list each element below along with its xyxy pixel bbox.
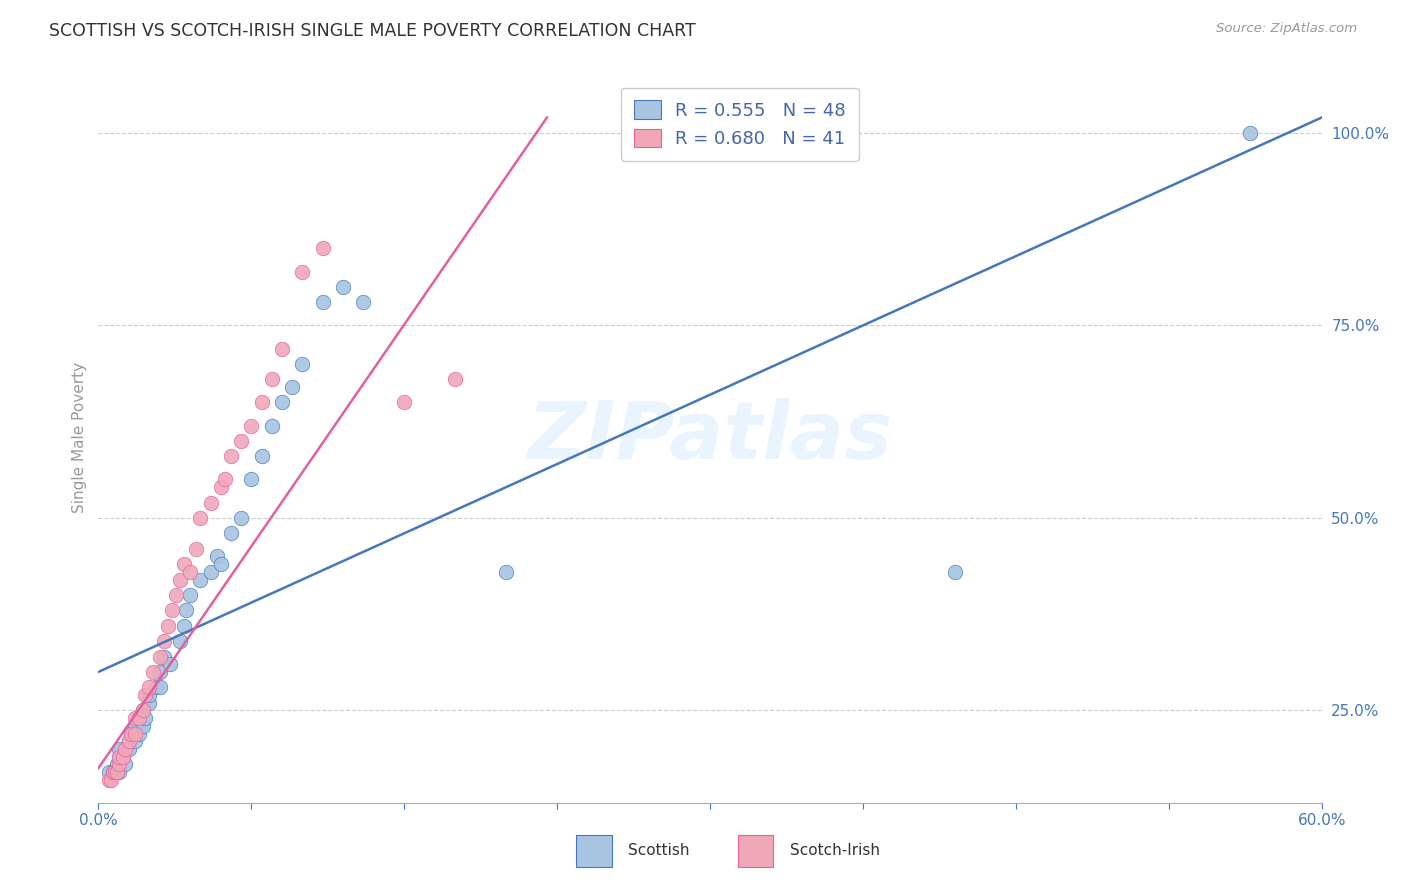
Point [97,772,120,787]
Point [159,657,181,672]
Legend: R = 0.555   N = 48, R = 0.680   N = 41: R = 0.555 N = 48, R = 0.680 N = 41 [621,87,859,161]
Point [188,511,212,525]
Point [186,541,208,556]
Point [101,764,124,779]
Point [188,573,212,587]
Point [152,634,174,648]
Point [105,757,128,772]
Point [124,734,146,748]
Point [200,495,222,509]
Point [1239,126,1261,140]
Point [101,764,124,779]
Point [142,665,165,679]
Text: ZIPatlas: ZIPatlas [527,398,893,476]
Point [392,395,416,409]
Point [179,588,201,602]
Text: Source: ZipAtlas.com: Source: ZipAtlas.com [1216,22,1357,36]
Point [231,434,253,448]
Point [134,711,156,725]
Point [114,742,136,756]
Point [214,472,236,486]
Point [120,726,142,740]
Text: SCOTTISH VS SCOTCH-IRISH SINGLE MALE POVERTY CORRELATION CHART: SCOTTISH VS SCOTCH-IRISH SINGLE MALE POV… [49,22,696,40]
Bar [576,835,612,867]
Point [128,726,150,740]
Point [240,418,263,433]
Point [291,357,314,371]
Point [132,703,155,717]
Point [332,280,354,294]
Point [173,557,195,571]
Point [149,681,172,695]
Point [219,526,242,541]
Point [104,764,127,779]
Point [160,603,183,617]
Point [149,665,172,679]
Bar [738,835,773,867]
Point [281,380,304,394]
Point [495,565,517,579]
Point [124,711,146,725]
Point [152,649,174,664]
Point [270,342,294,356]
Point [124,719,146,733]
Point [100,772,122,787]
Point [108,749,131,764]
Point [111,749,134,764]
Point [97,764,120,779]
Point [105,764,128,779]
Point [240,472,263,486]
Point [118,734,141,748]
Y-axis label: Single Male Poverty: Single Male Poverty [72,361,87,513]
Point [352,295,374,310]
Point [149,649,172,664]
Point [200,565,222,579]
Point [250,395,273,409]
Point [138,681,160,695]
Point [209,480,232,494]
Point [104,764,127,779]
Point [312,295,335,310]
Point [219,450,242,464]
Point [145,681,167,695]
Point [174,603,197,617]
Point [943,565,966,579]
Point [114,757,136,772]
Point [205,549,228,564]
Point [118,734,141,748]
Point [169,573,191,587]
Point [108,742,131,756]
Point [209,557,232,571]
Point [169,634,191,648]
Point [128,711,150,725]
Point [179,565,201,579]
Point [444,372,467,386]
Point [118,742,141,756]
Point [156,618,179,632]
Text: Scottish: Scottish [628,844,690,858]
Point [250,450,273,464]
Point [124,726,146,740]
Point [108,749,131,764]
Point [138,688,160,702]
Point [165,588,187,602]
Point [291,264,314,278]
Point [231,511,253,525]
Point [120,726,142,740]
Point [132,719,155,733]
Point [128,711,150,725]
Point [134,688,156,702]
Point [312,242,335,256]
Point [173,618,195,632]
Point [270,395,294,409]
Point [108,764,131,779]
Point [111,749,134,764]
Text: Scotch-Irish: Scotch-Irish [790,844,880,858]
Point [132,703,155,717]
Point [138,696,160,710]
Point [260,418,283,433]
Point [108,757,131,772]
Point [260,372,283,386]
